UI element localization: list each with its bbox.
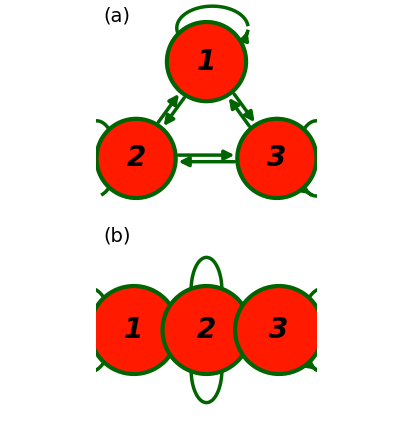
Text: 2: 2 (197, 316, 216, 344)
Text: 3: 3 (267, 144, 287, 172)
Text: 2: 2 (126, 144, 146, 172)
Text: (b): (b) (103, 227, 131, 246)
Ellipse shape (97, 119, 176, 198)
Text: 1: 1 (197, 48, 216, 76)
Ellipse shape (162, 286, 251, 374)
Text: (a): (a) (103, 7, 130, 26)
Ellipse shape (237, 119, 316, 198)
Text: 1: 1 (124, 316, 144, 344)
Text: 3: 3 (269, 316, 289, 344)
Ellipse shape (90, 286, 178, 374)
Ellipse shape (167, 22, 246, 101)
Ellipse shape (235, 286, 323, 374)
